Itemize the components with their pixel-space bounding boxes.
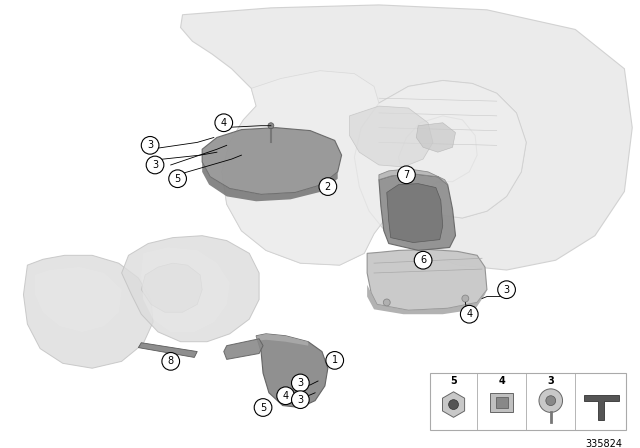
Polygon shape — [349, 106, 433, 167]
Circle shape — [292, 391, 309, 409]
Circle shape — [162, 353, 180, 370]
Text: 8: 8 — [168, 356, 174, 366]
Circle shape — [169, 170, 186, 188]
Circle shape — [276, 387, 294, 405]
Polygon shape — [367, 250, 487, 310]
Polygon shape — [387, 184, 443, 242]
Circle shape — [146, 156, 164, 174]
Circle shape — [268, 123, 274, 129]
Polygon shape — [367, 285, 487, 314]
Circle shape — [319, 178, 337, 195]
Polygon shape — [416, 123, 456, 152]
Polygon shape — [141, 247, 230, 332]
Text: 1: 1 — [332, 355, 338, 366]
Text: 335824: 335824 — [586, 439, 623, 448]
Bar — [430, 373, 627, 430]
Text: 2: 2 — [324, 181, 331, 192]
Text: 7: 7 — [403, 170, 410, 180]
Circle shape — [414, 251, 432, 269]
Polygon shape — [584, 395, 620, 420]
Polygon shape — [379, 174, 456, 250]
Text: 3: 3 — [298, 395, 303, 405]
Circle shape — [292, 374, 309, 392]
Text: 4: 4 — [499, 376, 505, 386]
Circle shape — [539, 389, 563, 413]
Circle shape — [215, 114, 232, 132]
Text: 6: 6 — [420, 255, 426, 265]
Text: 5: 5 — [175, 174, 180, 184]
Text: 4: 4 — [283, 391, 289, 401]
Text: 5: 5 — [450, 376, 457, 386]
Polygon shape — [24, 255, 153, 368]
Circle shape — [462, 295, 468, 302]
Polygon shape — [256, 334, 328, 408]
Circle shape — [460, 306, 478, 323]
Text: 4: 4 — [466, 309, 472, 319]
Text: 3: 3 — [152, 160, 158, 170]
Text: 3: 3 — [298, 378, 303, 388]
Circle shape — [397, 166, 415, 184]
Polygon shape — [138, 343, 197, 358]
Polygon shape — [222, 71, 526, 265]
Text: 3: 3 — [147, 140, 153, 151]
Text: 4: 4 — [221, 118, 227, 128]
Circle shape — [383, 299, 390, 306]
Polygon shape — [122, 236, 259, 342]
Circle shape — [254, 399, 272, 416]
Polygon shape — [256, 334, 308, 346]
Circle shape — [546, 396, 556, 405]
Polygon shape — [379, 169, 447, 185]
Circle shape — [141, 137, 159, 154]
Circle shape — [498, 281, 515, 298]
Bar — [496, 397, 508, 409]
Text: 5: 5 — [260, 402, 266, 413]
Polygon shape — [224, 339, 263, 359]
Polygon shape — [202, 128, 342, 194]
Circle shape — [449, 400, 458, 409]
Text: 3: 3 — [504, 284, 509, 295]
Text: 3: 3 — [547, 376, 554, 386]
Circle shape — [326, 352, 344, 369]
Polygon shape — [202, 162, 338, 201]
Polygon shape — [141, 263, 202, 312]
Bar — [490, 393, 513, 413]
Polygon shape — [35, 267, 122, 332]
Polygon shape — [180, 5, 632, 270]
